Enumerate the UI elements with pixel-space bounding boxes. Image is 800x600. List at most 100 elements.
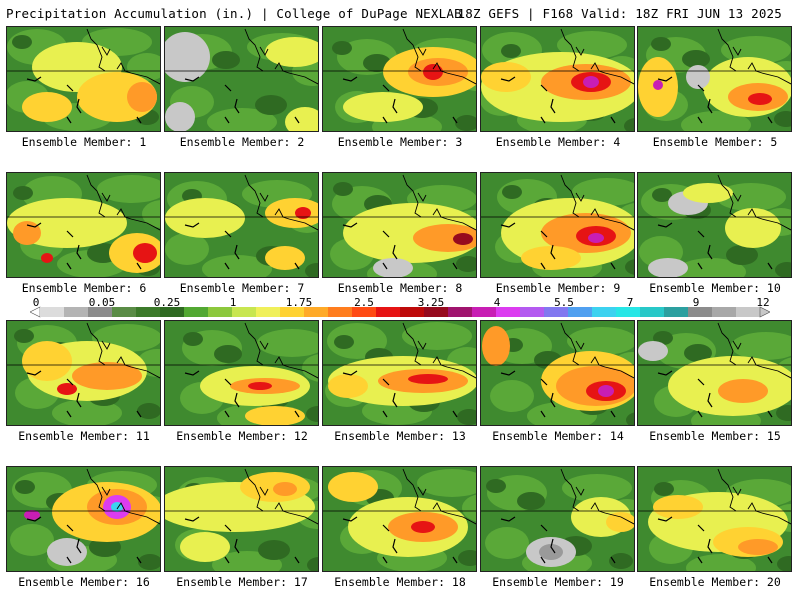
model-run-info: 18Z GEFS | F168 Valid: 18Z FRI JUN 13 20…	[457, 6, 782, 21]
colorbar-tick-label: 0.25	[153, 296, 181, 309]
map-title: Precipitation Accumulation (in.) | Colle…	[6, 6, 462, 21]
lake-outlines	[26, 76, 142, 124]
colorbar-swatch	[640, 307, 665, 317]
colorbar-swatch	[208, 307, 233, 317]
ensemble-map-panel	[322, 320, 477, 426]
colorbar-swatch	[664, 307, 689, 317]
coastline	[560, 468, 634, 525]
ensemble-map-panel	[322, 26, 477, 132]
ensemble-member-label: Ensemble Member: 8	[337, 281, 463, 295]
coastline	[244, 28, 318, 85]
colorbar-swatch	[448, 307, 473, 317]
lake-outlines	[342, 516, 458, 564]
lake-outlines	[657, 222, 773, 270]
ensemble-map-panel	[480, 26, 635, 132]
colorbar-swatch	[136, 307, 161, 317]
coastline	[244, 322, 318, 379]
lake-outlines	[657, 516, 773, 564]
precip-area	[683, 183, 733, 203]
colorbar-swatch	[472, 307, 497, 317]
colorbar-tick-label: 7	[626, 296, 634, 309]
colorbar-swatch	[376, 307, 401, 317]
coastline	[86, 28, 160, 85]
precip-area	[328, 472, 378, 502]
precip-area	[481, 62, 531, 92]
precip-area	[133, 243, 157, 263]
colorbar-swatch	[568, 307, 593, 317]
ensemble-member-label: Ensemble Member: 9	[495, 281, 621, 295]
colorbar-swatch	[256, 307, 281, 317]
coastline	[244, 468, 318, 525]
ensemble-member-label: Ensemble Member: 13	[334, 429, 466, 443]
coastline	[86, 322, 160, 379]
lake-outlines	[26, 370, 142, 418]
precip-area	[265, 246, 305, 270]
colorbar-swatch	[112, 307, 137, 317]
precip-area	[22, 341, 72, 381]
precip-area	[748, 93, 772, 105]
colorbar-tick-label: 4	[493, 296, 501, 309]
colorbar-swatch	[328, 307, 353, 317]
precip-area	[521, 246, 581, 270]
precip-area	[248, 382, 272, 390]
ensemble-member-label: Ensemble Member: 11	[18, 429, 150, 443]
ensemble-map-panel	[637, 26, 792, 132]
ensemble-map-panel	[164, 320, 319, 426]
lake-outlines	[657, 76, 773, 124]
ensemble-member-label: Ensemble Member: 7	[179, 281, 305, 295]
ensemble-map-panel	[322, 172, 477, 278]
ensemble-member-label: Ensemble Member: 18	[334, 575, 466, 589]
colorbar-swatch	[352, 307, 377, 317]
precip-area	[328, 374, 368, 398]
colorbar-swatch	[592, 307, 617, 317]
colorbar-tick-label: 3.25	[417, 296, 445, 309]
ensemble-member-label: Ensemble Member: 14	[492, 429, 624, 443]
ensemble-map-panel	[6, 26, 161, 132]
colorbar-swatch	[160, 307, 185, 317]
precip-area	[72, 362, 142, 390]
ensemble-member-label: Ensemble Member: 2	[179, 135, 305, 149]
colorbar-swatch	[496, 307, 521, 317]
ensemble-member-label: Ensemble Member: 19	[492, 575, 624, 589]
ensemble-member-label: Ensemble Member: 1	[21, 135, 147, 149]
colorbar-swatch	[736, 307, 761, 317]
precip-area	[423, 64, 443, 80]
lake-outlines	[26, 516, 142, 564]
lake-outlines	[657, 370, 773, 418]
colorbar-right-arrow	[759, 306, 770, 318]
ensemble-member-label: Ensemble Member: 4	[495, 135, 621, 149]
precip-area	[408, 374, 448, 384]
precip-area	[583, 76, 599, 88]
ensemble-map-panel	[322, 466, 477, 572]
precip-area	[653, 80, 663, 90]
ensemble-map-panel	[6, 466, 161, 572]
ensemble-map-panel	[480, 466, 635, 572]
ensemble-member-label: Ensemble Member: 6	[21, 281, 147, 295]
colorbar-swatch	[712, 307, 737, 317]
colorbar-swatch	[616, 307, 641, 317]
precip-area	[285, 107, 318, 131]
precip-area	[165, 102, 195, 131]
ensemble-map-panel	[6, 320, 161, 426]
ensemble-member-label: Ensemble Member: 3	[337, 135, 463, 149]
colorbar-swatch	[184, 307, 209, 317]
precip-area	[265, 37, 318, 67]
precip-area	[295, 207, 311, 219]
coastline	[717, 468, 791, 525]
precip-area	[22, 92, 72, 122]
ensemble-member-label: Ensemble Member: 20	[649, 575, 781, 589]
lake-outlines	[184, 516, 300, 564]
ensemble-member-label: Ensemble Member: 10	[649, 281, 781, 295]
colorbar-swatch	[400, 307, 425, 317]
precip-area	[127, 82, 157, 112]
precip-area	[638, 341, 668, 361]
ensemble-map-panel	[637, 466, 792, 572]
colorbar-swatch	[64, 307, 89, 317]
precip-area	[539, 544, 563, 560]
precip-area	[738, 539, 778, 555]
precip-area	[598, 385, 614, 397]
precip-area	[606, 512, 634, 532]
precip-area	[482, 326, 510, 366]
coastline	[560, 28, 634, 85]
colorbar-swatch	[304, 307, 329, 317]
